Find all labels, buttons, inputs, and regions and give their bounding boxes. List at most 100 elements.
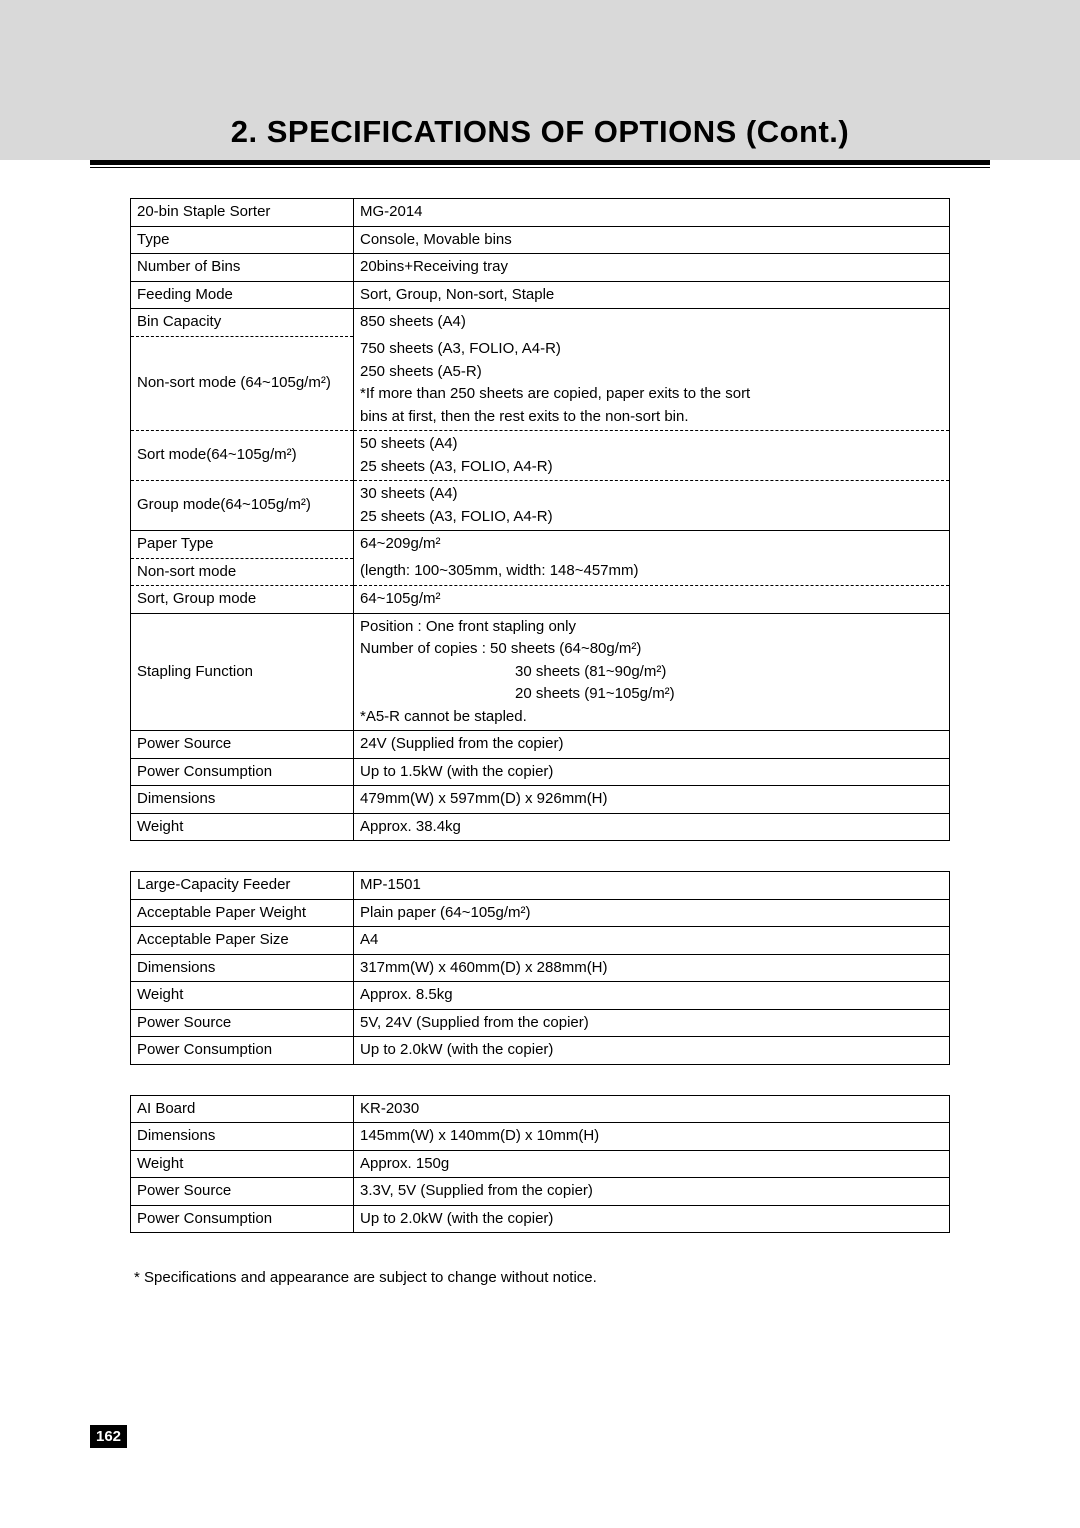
cell-value: 24V (Supplied from the copier) xyxy=(354,731,950,759)
cell-label: Bin Capacity xyxy=(131,309,354,337)
table-row: Sort, Group mode64~105g/m² xyxy=(131,586,950,614)
header-band: 2. SPECIFICATIONS OF OPTIONS (Cont.) xyxy=(0,0,1080,160)
cell-value: MG-2014 xyxy=(354,199,950,227)
cell-label: Acceptable Paper Weight xyxy=(131,899,354,927)
table-row: Feeding ModeSort, Group, Non-sort, Stapl… xyxy=(131,281,950,309)
cell-label: Power Consumption xyxy=(131,758,354,786)
table-row: Dimensions145mm(W) x 140mm(D) x 10mm(H) xyxy=(131,1123,950,1151)
cell-label: Power Source xyxy=(131,1178,354,1206)
cell-label: Sort mode(64~105g/m²) xyxy=(131,431,354,481)
cell-label: Weight xyxy=(131,1150,354,1178)
cell-value: Position : One front stapling only Numbe… xyxy=(354,613,950,731)
cell-value: A4 xyxy=(354,927,950,955)
rule-thick xyxy=(90,160,990,165)
cell-value: 317mm(W) x 460mm(D) x 288mm(H) xyxy=(354,954,950,982)
cell-value: Approx. 38.4kg xyxy=(354,813,950,841)
page-title: 2. SPECIFICATIONS OF OPTIONS (Cont.) xyxy=(0,114,1080,160)
page: 2. SPECIFICATIONS OF OPTIONS (Cont.) 20-… xyxy=(0,0,1080,1528)
cell-label: Acceptable Paper Size xyxy=(131,927,354,955)
table-row: Number of Bins20bins+Receiving tray xyxy=(131,254,950,282)
cell-label: Number of Bins xyxy=(131,254,354,282)
staple-line: 30 sheets (81~90g/m²) xyxy=(360,661,943,684)
cell-label: Stapling Function xyxy=(131,613,354,731)
cell-value: 850 sheets (A4) xyxy=(354,309,950,337)
table-row: Acceptable Paper WeightPlain paper (64~1… xyxy=(131,899,950,927)
cell-label: Weight xyxy=(131,982,354,1010)
table-row: Power ConsumptionUp to 2.0kW (with the c… xyxy=(131,1037,950,1065)
cell-label: Power Source xyxy=(131,1009,354,1037)
cell-label: Non-sort mode (64~105g/m²) xyxy=(131,336,354,431)
cell-label: Paper Type xyxy=(131,531,354,559)
cell-label: Weight xyxy=(131,813,354,841)
table-row: Power Source5V, 24V (Supplied from the c… xyxy=(131,1009,950,1037)
cell-label: Dimensions xyxy=(131,786,354,814)
table-row: Non-sort mode (64~105g/m²)750 sheets (A3… xyxy=(131,336,950,431)
cell-value: 750 sheets (A3, FOLIO, A4-R) 250 sheets … xyxy=(354,336,950,431)
cell-value: 5V, 24V (Supplied from the copier) xyxy=(354,1009,950,1037)
cell-label: Large-Capacity Feeder xyxy=(131,872,354,900)
table-row: Power ConsumptionUp to 2.0kW (with the c… xyxy=(131,1205,950,1233)
table-row: Sort mode(64~105g/m²)50 sheets (A4) 25 s… xyxy=(131,431,950,481)
cell-value: Sort, Group, Non-sort, Staple xyxy=(354,281,950,309)
cell-label: Power Consumption xyxy=(131,1037,354,1065)
table-row: Dimensions317mm(W) x 460mm(D) x 288mm(H) xyxy=(131,954,950,982)
cell-value: (length: 100~305mm, width: 148~457mm) xyxy=(354,558,950,586)
cell-value: 64~209g/m² xyxy=(354,531,950,559)
cell-value: 20bins+Receiving tray xyxy=(354,254,950,282)
cell-value: Approx. 150g xyxy=(354,1150,950,1178)
cell-label: 20-bin Staple Sorter xyxy=(131,199,354,227)
cell-label: Type xyxy=(131,226,354,254)
staple-line: Number of copies : 50 sheets (64~80g/m²) xyxy=(360,638,943,661)
spec-table-feeder: Large-Capacity FeederMP-1501 Acceptable … xyxy=(130,871,950,1065)
cell-value: 50 sheets (A4) 25 sheets (A3, FOLIO, A4-… xyxy=(354,431,950,481)
cell-label: Feeding Mode xyxy=(131,281,354,309)
cell-value: 479mm(W) x 597mm(D) x 926mm(H) xyxy=(354,786,950,814)
cell-label: AI Board xyxy=(131,1095,354,1123)
table-row: Paper Type64~209g/m² xyxy=(131,531,950,559)
spec-table-aiboard: AI BoardKR-2030 Dimensions145mm(W) x 140… xyxy=(130,1095,950,1234)
page-number: 162 xyxy=(90,1425,127,1448)
footnote: * Specifications and appearance are subj… xyxy=(134,1263,950,1286)
content: 20-bin Staple SorterMG-2014 TypeConsole,… xyxy=(130,198,950,1286)
cell-value: MP-1501 xyxy=(354,872,950,900)
cell-value: Approx. 8.5kg xyxy=(354,982,950,1010)
table-row: Power ConsumptionUp to 1.5kW (with the c… xyxy=(131,758,950,786)
cell-value: 30 sheets (A4) 25 sheets (A3, FOLIO, A4-… xyxy=(354,481,950,531)
table-row: Power Source3.3V, 5V (Supplied from the … xyxy=(131,1178,950,1206)
rule-thin xyxy=(90,167,990,168)
cell-label: Power Source xyxy=(131,731,354,759)
table-row: Large-Capacity FeederMP-1501 xyxy=(131,872,950,900)
cell-label: Group mode(64~105g/m²) xyxy=(131,481,354,531)
table-row: WeightApprox. 8.5kg xyxy=(131,982,950,1010)
table-row: Bin Capacity850 sheets (A4) xyxy=(131,309,950,337)
cell-value: 145mm(W) x 140mm(D) x 10mm(H) xyxy=(354,1123,950,1151)
table-row: Stapling Function Position : One front s… xyxy=(131,613,950,731)
staple-line: *A5-R cannot be stapled. xyxy=(360,706,943,729)
spec-table-sorter: 20-bin Staple SorterMG-2014 TypeConsole,… xyxy=(130,198,950,841)
cell-value: Up to 2.0kW (with the copier) xyxy=(354,1205,950,1233)
staple-line: 20 sheets (91~105g/m²) xyxy=(360,683,943,706)
cell-label: Dimensions xyxy=(131,1123,354,1151)
heading-container: 2. SPECIFICATIONS OF OPTIONS (Cont.) xyxy=(0,114,1080,160)
cell-label: Non-sort mode xyxy=(131,558,354,586)
table-row: TypeConsole, Movable bins xyxy=(131,226,950,254)
cell-value: 64~105g/m² xyxy=(354,586,950,614)
table-row: Power Source24V (Supplied from the copie… xyxy=(131,731,950,759)
cell-value: Up to 2.0kW (with the copier) xyxy=(354,1037,950,1065)
table-row: AI BoardKR-2030 xyxy=(131,1095,950,1123)
table-row: Non-sort mode(length: 100~305mm, width: … xyxy=(131,558,950,586)
staple-line: Position : One front stapling only xyxy=(360,616,943,639)
cell-label: Sort, Group mode xyxy=(131,586,354,614)
cell-value: 3.3V, 5V (Supplied from the copier) xyxy=(354,1178,950,1206)
table-row: Dimensions479mm(W) x 597mm(D) x 926mm(H) xyxy=(131,786,950,814)
table-row: WeightApprox. 150g xyxy=(131,1150,950,1178)
cell-label: Power Consumption xyxy=(131,1205,354,1233)
cell-value: Up to 1.5kW (with the copier) xyxy=(354,758,950,786)
table-row: 20-bin Staple SorterMG-2014 xyxy=(131,199,950,227)
table-row: Acceptable Paper SizeA4 xyxy=(131,927,950,955)
table-row: WeightApprox. 38.4kg xyxy=(131,813,950,841)
cell-value: KR-2030 xyxy=(354,1095,950,1123)
cell-value: Console, Movable bins xyxy=(354,226,950,254)
cell-value: Plain paper (64~105g/m²) xyxy=(354,899,950,927)
cell-label: Dimensions xyxy=(131,954,354,982)
